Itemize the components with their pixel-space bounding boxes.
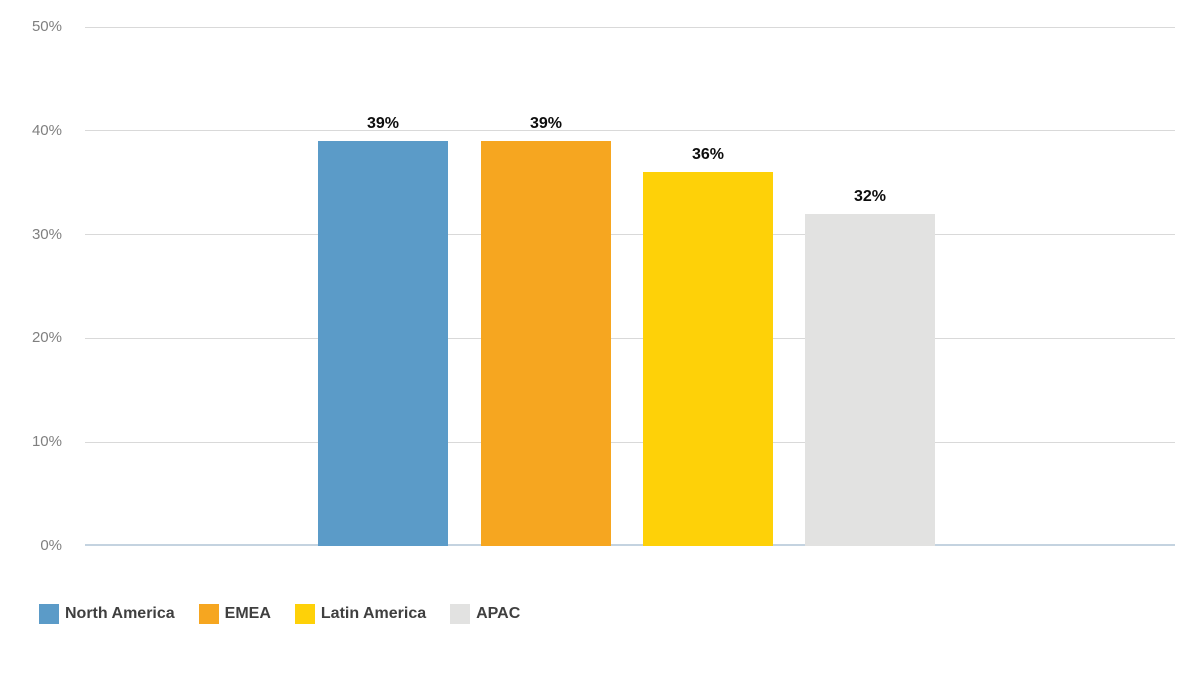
bar-value-label-emea: 39% bbox=[529, 115, 563, 132]
legend-label: EMEA bbox=[224, 605, 271, 622]
legend-item-apac: APAC bbox=[450, 604, 520, 624]
y-axis-tick-label: 20% bbox=[31, 329, 62, 347]
bar-value-label-apac: 32% bbox=[853, 188, 887, 205]
bar-group-apac: 32% bbox=[805, 27, 935, 546]
x-axis-baseline bbox=[85, 544, 1175, 546]
bar-value-label-north-america: 39% bbox=[366, 115, 400, 132]
legend-item-north-america: North America bbox=[39, 604, 175, 624]
chart-legend: North America EMEA Latin America APAC bbox=[39, 604, 520, 624]
y-axis-tick-label: 0% bbox=[40, 537, 62, 554]
gridline bbox=[85, 441, 1175, 443]
legend-label: North America bbox=[65, 605, 175, 622]
bar-north-america bbox=[318, 141, 448, 546]
bar-emea bbox=[481, 141, 611, 546]
y-axis-tick-label: 50% bbox=[31, 18, 62, 35]
y-axis-tick-label: 30% bbox=[31, 225, 62, 243]
bar-apac bbox=[805, 214, 935, 546]
gridline bbox=[85, 234, 1175, 236]
gridline bbox=[85, 26, 1175, 28]
bar-group-latin-america: 36% bbox=[643, 27, 773, 546]
legend-swatch-north-america bbox=[39, 604, 59, 624]
legend-label: APAC bbox=[476, 605, 521, 622]
legend-label: Latin America bbox=[320, 605, 427, 622]
gridline bbox=[85, 337, 1175, 339]
bar-group-north-america: 39% bbox=[318, 27, 448, 546]
legend-item-latin-america: Latin America bbox=[294, 604, 427, 624]
legend-swatch-latin-america bbox=[294, 604, 315, 624]
legend-swatch-apac bbox=[450, 604, 471, 624]
plot-area: 0% 10% 20% 30% 40% 50% 39% 39% 36% 32% bbox=[32, 19, 1175, 553]
bar-group-emea: 39% bbox=[481, 27, 611, 546]
legend-item-emea: EMEA bbox=[198, 604, 271, 624]
bar-latin-america bbox=[643, 172, 773, 546]
y-axis-tick-label: 10% bbox=[31, 433, 62, 451]
gridline bbox=[85, 130, 1175, 132]
bar-value-label-latin-america: 36% bbox=[691, 146, 725, 163]
y-axis-tick-label: 40% bbox=[31, 121, 62, 139]
legend-swatch-emea bbox=[198, 604, 219, 624]
